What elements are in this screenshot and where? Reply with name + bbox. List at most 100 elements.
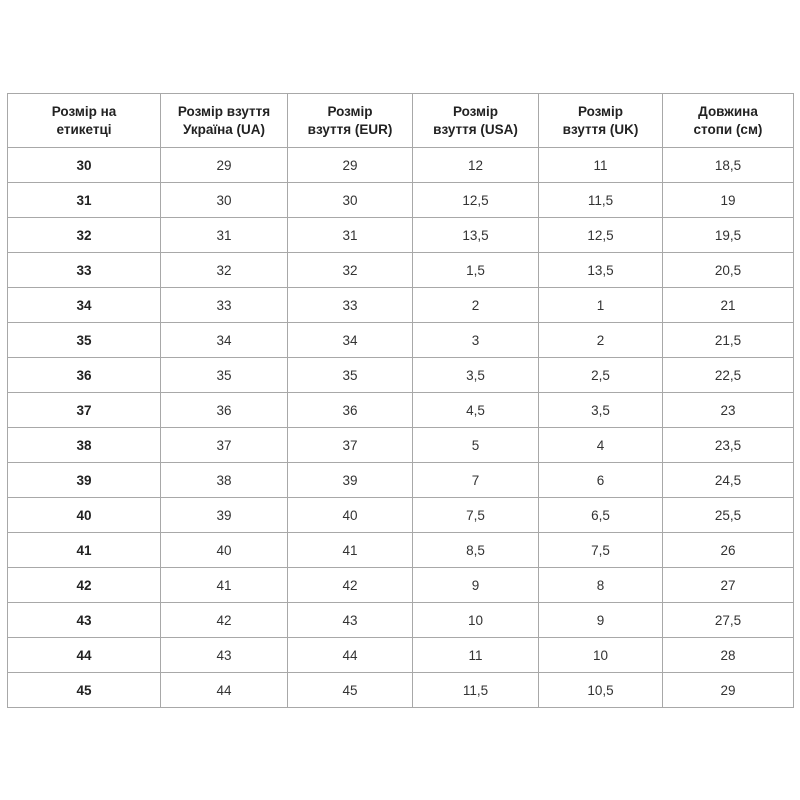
size-cell: 4,5	[412, 392, 539, 428]
label-size-cell: 42	[7, 567, 161, 603]
label-size-cell: 31	[7, 182, 161, 218]
size-cell: 24,5	[662, 462, 794, 498]
size-cell: 27	[662, 567, 794, 603]
size-cell: 34	[160, 322, 288, 358]
header-cell: Розмір взуття (UK)	[538, 93, 663, 148]
table-row: 30 29 29 12 11 18,5	[7, 147, 794, 183]
table-row: 45 44 45 11,5 10,5 29	[7, 672, 794, 708]
size-cell: 22,5	[662, 357, 794, 393]
size-cell: 3,5	[538, 392, 663, 428]
size-cell: 34	[287, 322, 413, 358]
size-cell: 19,5	[662, 217, 794, 253]
size-cell: 44	[287, 637, 413, 673]
table-row: 35 34 34 3 2 21,5	[7, 322, 794, 358]
size-cell: 35	[287, 357, 413, 393]
size-cell: 8,5	[412, 532, 539, 568]
size-table: Розмір на етикетці Розмір взуття Україна …	[7, 93, 794, 708]
table-row: 32 31 31 13,5 12,5 19,5	[7, 217, 794, 253]
size-cell: 1	[538, 287, 663, 323]
size-cell: 36	[287, 392, 413, 428]
size-cell: 37	[287, 427, 413, 463]
size-cell: 30	[160, 182, 288, 218]
table-row: 31 30 30 12,5 11,5 19	[7, 182, 794, 218]
size-cell: 7,5	[412, 497, 539, 533]
size-cell: 27,5	[662, 602, 794, 638]
size-cell: 23,5	[662, 427, 794, 463]
label-size-cell: 41	[7, 532, 161, 568]
size-cell: 29	[287, 147, 413, 183]
size-cell: 39	[160, 497, 288, 533]
size-cell: 7,5	[538, 532, 663, 568]
table-head: Розмір на етикетці Розмір взуття Україна …	[7, 93, 794, 148]
size-cell: 13,5	[538, 252, 663, 288]
label-size-cell: 30	[7, 147, 161, 183]
size-cell: 40	[287, 497, 413, 533]
size-cell: 12,5	[538, 217, 663, 253]
label-size-cell: 38	[7, 427, 161, 463]
size-cell: 19	[662, 182, 794, 218]
size-cell: 25,5	[662, 497, 794, 533]
label-size-cell: 43	[7, 602, 161, 638]
size-cell: 29	[662, 672, 794, 708]
header-cell: Розмір на етикетці	[7, 93, 161, 148]
header-cell: Довжина стопи (см)	[662, 93, 794, 148]
label-size-cell: 34	[7, 287, 161, 323]
size-cell: 4	[538, 427, 663, 463]
size-cell: 43	[287, 602, 413, 638]
table-row: 44 43 44 11 10 28	[7, 637, 794, 673]
table-row: 33 32 32 1,5 13,5 20,5	[7, 252, 794, 288]
size-cell: 11	[538, 147, 663, 183]
header-cell: Розмір взуття (EUR)	[287, 93, 413, 148]
size-cell: 41	[287, 532, 413, 568]
size-cell: 2	[412, 287, 539, 323]
size-cell: 44	[160, 672, 288, 708]
size-cell: 11,5	[412, 672, 539, 708]
size-cell: 23	[662, 392, 794, 428]
header-row: Розмір на етикетці Розмір взуття Україна …	[7, 93, 794, 148]
size-cell: 31	[160, 217, 288, 253]
size-cell: 9	[412, 567, 539, 603]
size-cell: 41	[160, 567, 288, 603]
table-body: 30 29 29 12 11 18,5 31 30 30 12,5 11,5 19 32 31 31 13,5…	[7, 147, 794, 708]
table-row: 37 36 36 4,5 3,5 23	[7, 392, 794, 428]
size-cell: 36	[160, 392, 288, 428]
label-size-cell: 44	[7, 637, 161, 673]
header-cell: Розмір взуття Україна (UA)	[160, 93, 288, 148]
size-cell: 5	[412, 427, 539, 463]
label-size-cell: 40	[7, 497, 161, 533]
label-size-cell: 37	[7, 392, 161, 428]
size-cell: 31	[287, 217, 413, 253]
size-cell: 2	[538, 322, 663, 358]
table-row: 34 33 33 2 1 21	[7, 287, 794, 323]
size-cell: 30	[287, 182, 413, 218]
size-cell: 42	[287, 567, 413, 603]
size-cell: 1,5	[412, 252, 539, 288]
label-size-cell: 33	[7, 252, 161, 288]
size-cell: 12,5	[412, 182, 539, 218]
size-cell: 12	[412, 147, 539, 183]
size-cell: 28	[662, 637, 794, 673]
table-row: 43 42 43 10 9 27,5	[7, 602, 794, 638]
size-cell: 32	[160, 252, 288, 288]
size-cell: 13,5	[412, 217, 539, 253]
label-size-cell: 36	[7, 357, 161, 393]
size-cell: 40	[160, 532, 288, 568]
size-cell: 10	[538, 637, 663, 673]
size-cell: 11,5	[538, 182, 663, 218]
size-cell: 21	[662, 287, 794, 323]
table-row: 42 41 42 9 8 27	[7, 567, 794, 603]
size-cell: 18,5	[662, 147, 794, 183]
table-row: 40 39 40 7,5 6,5 25,5	[7, 497, 794, 533]
header-cell: Розмір взуття (USA)	[412, 93, 539, 148]
size-cell: 45	[287, 672, 413, 708]
size-cell: 42	[160, 602, 288, 638]
size-chart: Розмір на етикетці Розмір взуття Україна …	[7, 93, 794, 708]
label-size-cell: 35	[7, 322, 161, 358]
table-row: 39 38 39 7 6 24,5	[7, 462, 794, 498]
size-cell: 37	[160, 427, 288, 463]
size-cell: 43	[160, 637, 288, 673]
size-cell: 3,5	[412, 357, 539, 393]
size-cell: 2,5	[538, 357, 663, 393]
size-cell: 33	[160, 287, 288, 323]
size-cell: 11	[412, 637, 539, 673]
